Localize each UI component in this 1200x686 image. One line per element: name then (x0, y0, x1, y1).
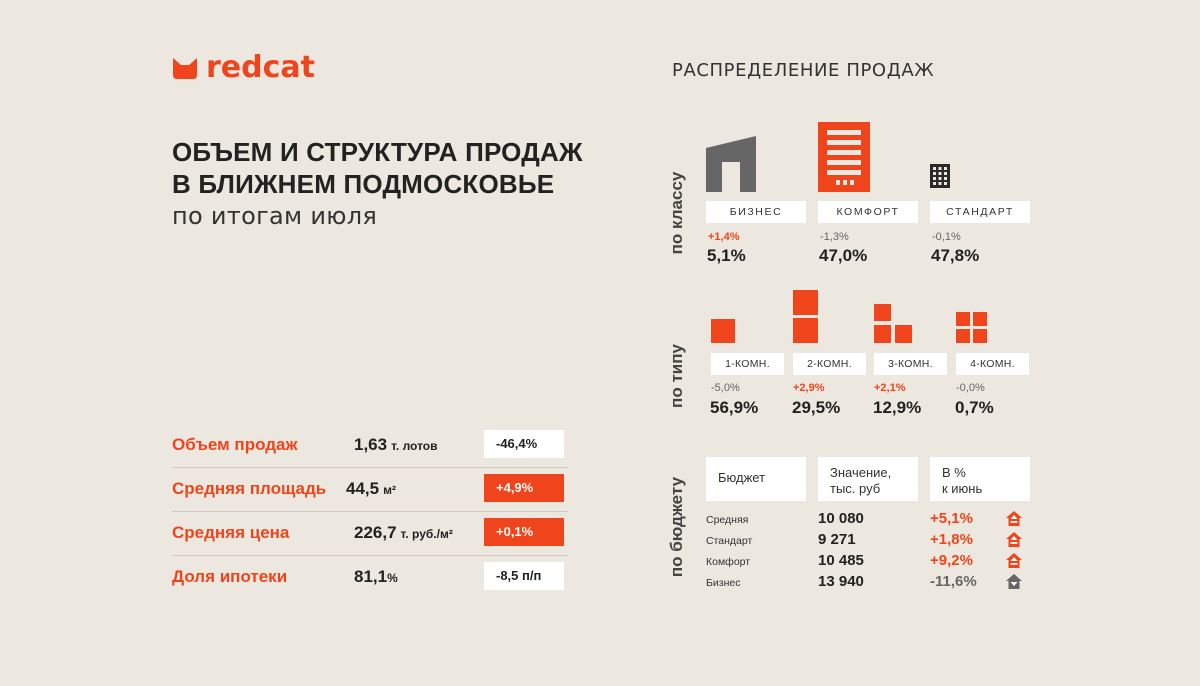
type-label-2: 2-КОМН. (793, 353, 866, 375)
class-change-comfort: -1,3% (820, 231, 849, 243)
class-label-standard: СТАНДАРТ (930, 201, 1030, 223)
room-3-square-br-icon (895, 325, 912, 343)
room-4-square-tl-icon (956, 312, 970, 326)
metric-number: 226,7 (354, 523, 397, 542)
metric-label: Средняя цена (172, 523, 290, 542)
type-share-2: 29,5% (792, 398, 841, 417)
room-4-square-br-icon (973, 329, 987, 343)
standard-building-icon (930, 164, 950, 188)
metric-number: 1,63 (354, 435, 388, 454)
budget-row-change: +1,8% (930, 531, 973, 548)
page-title-line-1: ОБЪЕМ И СТРУКТУРА ПРОДАЖ (172, 137, 583, 167)
house-up-icon (1006, 553, 1022, 568)
class-label-comfort: КОМФОРТ (818, 201, 918, 223)
metric-row: Средняя цена 226,7 т. руб./м² +0,1% (172, 512, 568, 556)
budget-row-value: 13 940 (818, 573, 864, 590)
metric-label: Доля ипотеки (172, 567, 288, 586)
type-change-3: +2,1% (874, 382, 906, 394)
distribution-title: РАСПРЕДЕЛЕНИЕ ПРОДАЖ (672, 60, 935, 81)
metric-row: Доля ипотеки 81,1% -8,5 п/п (172, 556, 568, 599)
by-class-axis-label: по классу (667, 171, 686, 255)
metric-label: Объем продаж (172, 435, 298, 454)
metric-value: 1,63 т. лотов (354, 435, 438, 455)
metric-unit: т. лотов (391, 439, 438, 453)
room-1-square-icon (711, 319, 735, 343)
by-budget-axis-label: по бюджету (667, 476, 686, 578)
budget-row-change: +9,2% (930, 552, 973, 569)
class-change-standard: -0,1% (932, 231, 961, 243)
house-up-icon (1006, 532, 1022, 547)
metric-change-badge: -8,5 п/п (484, 562, 564, 590)
budget-header-value-line1: Значение, (830, 465, 892, 480)
room-4-square-tr-icon (973, 312, 987, 326)
room-2-square-top-icon (793, 290, 818, 315)
house-down-icon (1006, 574, 1022, 589)
class-change-business: +1,4% (708, 231, 740, 243)
metric-number: 81,1 (354, 567, 388, 586)
budget-row-label: Стандарт (706, 535, 753, 547)
type-label-1: 1-КОМН. (711, 353, 784, 375)
budget-row-label: Комфорт (706, 556, 751, 568)
metric-row: Средняя площадь 44,5 м² +4,9% (172, 468, 568, 512)
type-share-1: 56,9% (710, 398, 759, 417)
type-label-3: 3-КОМН. (874, 353, 947, 375)
business-building-icon (706, 136, 756, 192)
metric-row: Объем продаж 1,63 т. лотов -46,4% (172, 424, 568, 468)
by-type-axis-label: по типу (667, 344, 686, 408)
metric-value: 226,7 т. руб./м² (354, 523, 453, 543)
page-title: ОБЪЕМ И СТРУКТУРА ПРОДАЖ В БЛИЖНЕМ ПОДМО… (172, 136, 583, 200)
budget-row-change: +5,1% (930, 510, 973, 527)
type-share-3: 12,9% (873, 398, 922, 417)
metric-change-badge: -46,4% (484, 430, 564, 458)
class-label-business: БИЗНЕС (706, 201, 806, 223)
type-change-4: -0,0% (956, 382, 985, 394)
brand-logo: redcat (172, 50, 315, 85)
comfort-building-icon (818, 122, 870, 192)
budget-header-change-line1: В % (942, 465, 966, 480)
type-share-4: 0,7% (955, 398, 994, 417)
class-share-standard: 47,8% (931, 246, 980, 265)
budget-header-label: Бюджет (706, 457, 806, 501)
type-change-1: -5,0% (711, 382, 740, 394)
class-share-comfort: 47,0% (819, 246, 868, 265)
budget-row-change: -11,6% (930, 573, 977, 590)
budget-row-label: Средняя (706, 514, 749, 526)
type-label-4: 4-КОМН. (956, 353, 1029, 375)
budget-row-value: 10 485 (818, 552, 864, 569)
page-subtitle: по итогам июля (172, 202, 378, 230)
metric-change-badge: +4,9% (484, 474, 564, 502)
budget-row-value: 10 080 (818, 510, 864, 527)
budget-row-label: Бизнес (706, 577, 741, 589)
metric-value: 44,5 м² (346, 479, 396, 499)
metric-unit: м² (383, 483, 396, 497)
metric-label: Средняя площадь (172, 479, 327, 498)
room-4-square-bl-icon (956, 329, 970, 343)
metric-change-badge: +0,1% (484, 518, 564, 546)
metric-unit: % (387, 571, 398, 585)
house-up-icon (1006, 511, 1022, 526)
room-2-square-bottom-icon (793, 318, 818, 343)
budget-header-change: В % к июнь (930, 457, 1030, 501)
type-change-2: +2,9% (793, 382, 825, 394)
room-3-square-bl-icon (874, 325, 891, 343)
cat-ears-icon (173, 57, 197, 79)
budget-header-value: Значение, тыс. руб (818, 457, 918, 501)
budget-header-value-line2: тыс. руб (830, 481, 881, 496)
room-3-square-top-icon (874, 304, 891, 321)
metric-number: 44,5 (346, 479, 380, 498)
metric-unit: т. руб./м² (400, 527, 453, 541)
page-title-line-2: В БЛИЖНЕМ ПОДМОСКОВЬЕ (172, 169, 555, 199)
metrics-table: Объем продаж 1,63 т. лотов -46,4% Средняя… (172, 424, 568, 599)
class-share-business: 5,1% (707, 246, 746, 265)
metric-value: 81,1% (354, 567, 398, 587)
budget-row-value: 9 271 (818, 531, 856, 548)
budget-header-change-line2: к июнь (942, 481, 983, 496)
brand-name: redcat (206, 50, 315, 85)
